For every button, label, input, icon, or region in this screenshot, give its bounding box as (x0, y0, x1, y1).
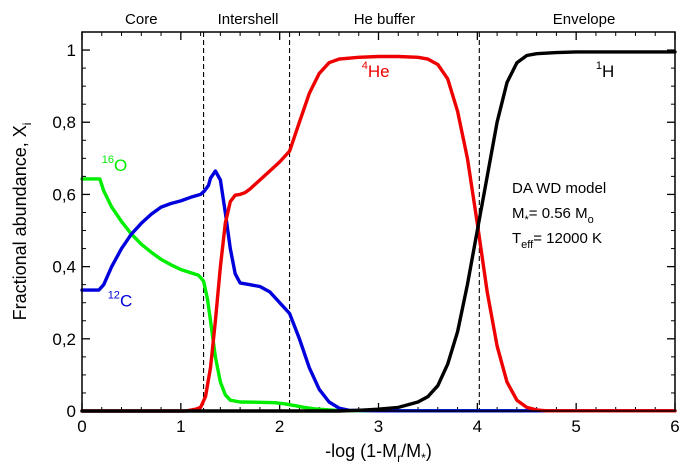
series-line-h (80, 50, 677, 413)
y-axis-title: Fractional abundance, Xi (10, 123, 34, 321)
y-tick-label-4: 0,8 (52, 113, 76, 132)
y-tick-label-2: 0,4 (52, 258, 76, 277)
series-line-he (80, 54, 677, 413)
series-label-o: 16O (102, 154, 127, 175)
x-tick-label-3: 3 (374, 417, 383, 436)
annotation-line-1: M*= 0.56 Mo (512, 205, 594, 226)
series-line-c (80, 169, 677, 413)
annotation-line-2: Teff= 12000 K (512, 230, 602, 251)
series-label-h: 1H (596, 60, 614, 81)
series-label-c: 12C (108, 289, 133, 310)
x-axis-title: -log (1-Mr/M*) (325, 441, 432, 465)
y-tick-label-1: 0,2 (52, 330, 76, 349)
region-labels: Core Intershell He buffer Envelope (125, 11, 615, 28)
x-tick-label-4: 4 (473, 417, 482, 436)
abundance-series (80, 50, 677, 413)
region-label-1: Intershell (218, 11, 279, 28)
x-tick-label-5: 5 (571, 417, 580, 436)
y-tick-label-0: 0 (67, 402, 76, 421)
region-label-0: Core (125, 11, 158, 28)
plot-frame (81, 31, 676, 412)
x-tick-label-1: 1 (176, 417, 185, 436)
series-label-he: 4He (362, 60, 390, 81)
y-tick-label-3: 0,6 (52, 185, 76, 204)
annotation-line-0: DA WD model (512, 180, 606, 197)
model-annotation: DA WD model M*= 0.56 Mo Teff= 12000 K (512, 180, 606, 251)
x-tick-label-6: 6 (670, 417, 679, 436)
region-label-2: He buffer (354, 11, 415, 28)
curve-labels: 16O 12C 4He 1H (102, 60, 615, 310)
axis-ticks: 0 1 2 3 4 5 6 0 0,2 0,4 0,6 0,8 1 (52, 32, 679, 436)
region-boundaries (203, 32, 480, 411)
region-label-3: Envelope (553, 11, 616, 28)
x-tick-label-2: 2 (275, 417, 284, 436)
y-tick-label-5: 1 (67, 41, 76, 60)
x-tick-label-0: 0 (77, 417, 86, 436)
